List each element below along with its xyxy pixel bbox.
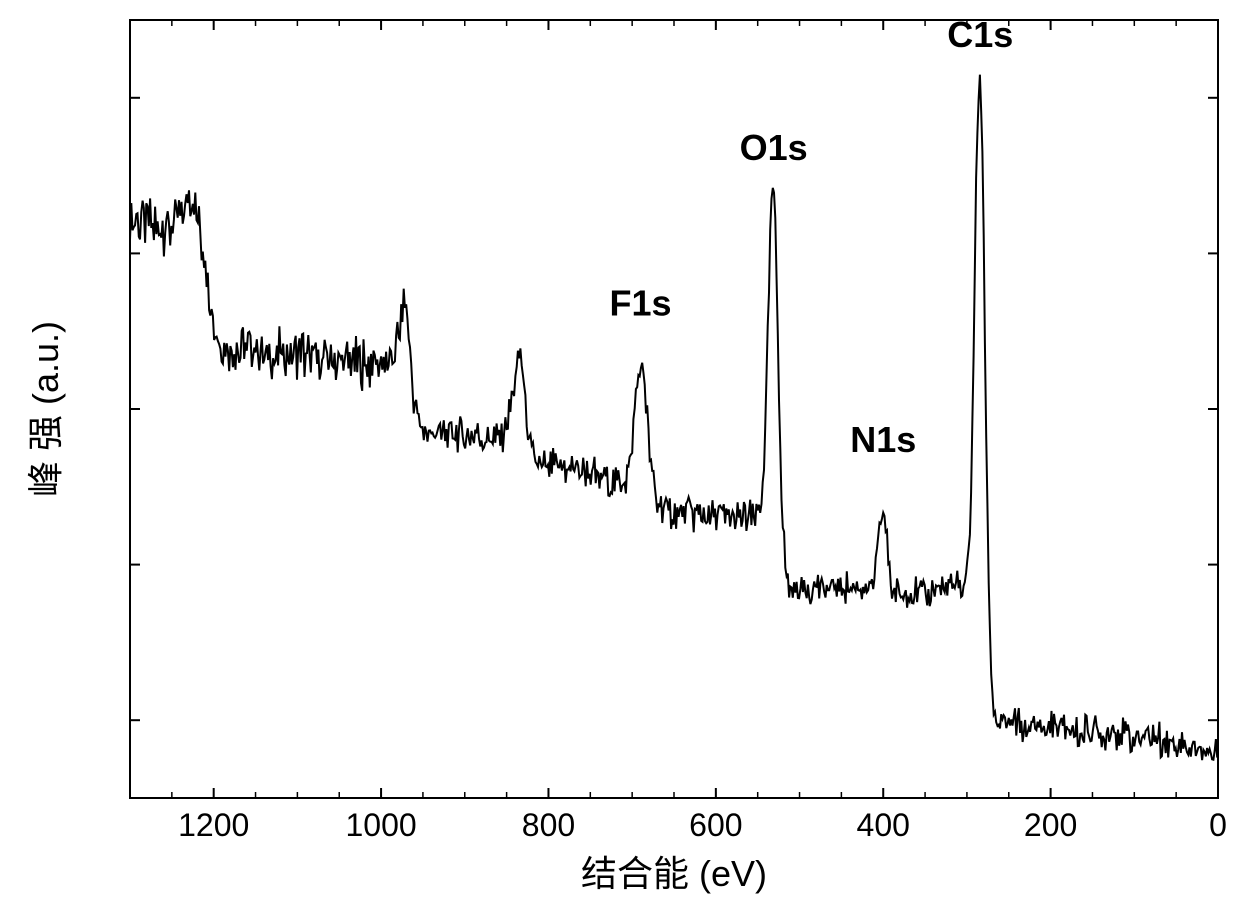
peak-label-o1s: O1s: [740, 127, 808, 168]
peak-label-n1s: N1s: [850, 419, 916, 460]
x-tick-label: 200: [1024, 807, 1077, 843]
x-tick-label: 600: [689, 807, 742, 843]
x-tick-label: 400: [857, 807, 910, 843]
x-tick-label: 0: [1209, 807, 1227, 843]
xps-spectrum-chart: 0 200 400 600 800 1000 1200 结合能 (eV) 峰 强 (a.u.) C…: [0, 0, 1240, 918]
x-tick-label: 800: [522, 807, 575, 843]
x-tick-label: 1000: [345, 807, 416, 843]
chart-svg: 0 200 400 600 800 1000 1200 结合能 (eV) 峰 强 (a.u.) C…: [0, 0, 1240, 918]
x-tick-label: 1200: [178, 807, 249, 843]
peak-label-f1s: F1s: [609, 283, 671, 324]
x-axis-label: 结合能 (eV): [581, 853, 767, 894]
y-axis-label: 峰 强 (a.u.): [25, 321, 66, 497]
spectrum-line: [130, 75, 1217, 760]
peak-label-c1s: C1s: [947, 14, 1013, 55]
plot-frame: [130, 20, 1218, 798]
